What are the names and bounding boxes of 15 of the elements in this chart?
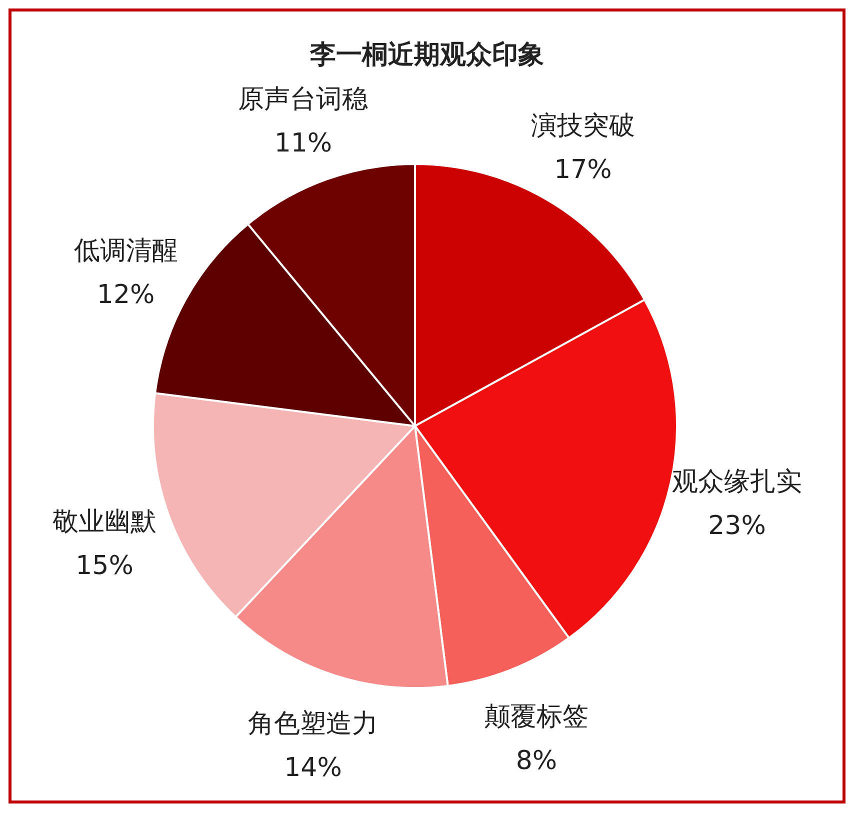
chart-title: 李一桐近期观众印象 bbox=[309, 40, 544, 70]
data-label: 14% bbox=[284, 752, 342, 783]
slice-label: 颠覆标签 bbox=[484, 702, 588, 732]
data-label: 17% bbox=[554, 154, 612, 185]
data-label: 15% bbox=[76, 550, 134, 581]
data-label: 8% bbox=[516, 746, 558, 776]
slice-label: 演技突破 bbox=[530, 110, 635, 141]
slice-label: 低调清醒 bbox=[74, 236, 178, 266]
slice-label: 角色塑造力 bbox=[248, 708, 378, 739]
slice-label: 敬业幽默 bbox=[52, 506, 157, 537]
slice-label: 原声台词稳 bbox=[238, 84, 368, 115]
slice-label: 观众缘扎实 bbox=[672, 466, 802, 497]
data-label: 11% bbox=[274, 128, 332, 159]
data-label: 12% bbox=[96, 280, 155, 310]
data-label: 23% bbox=[708, 510, 766, 541]
